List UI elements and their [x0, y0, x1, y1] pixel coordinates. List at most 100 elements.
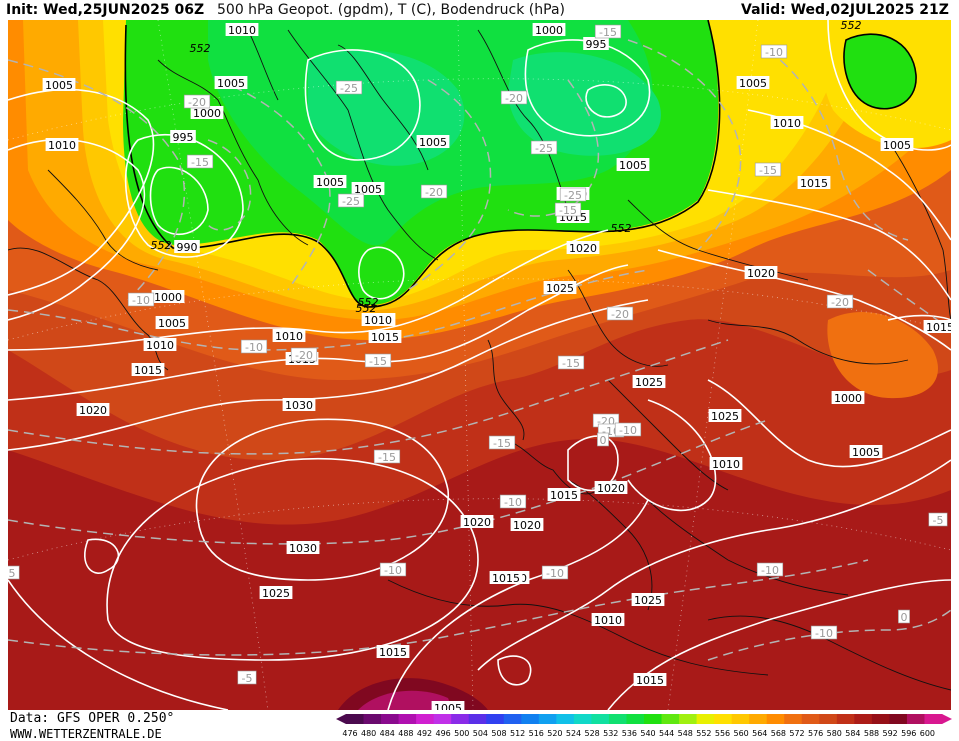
isobar-label: 1005 [736, 76, 770, 90]
isotherm-label: -10 [614, 422, 642, 437]
isotherm [707, 609, 951, 661]
isobar [358, 246, 405, 300]
isobars [8, 20, 951, 710]
isobar-label: 1005 [155, 316, 189, 330]
svg-text:-20: -20 [295, 349, 313, 362]
isobar [304, 49, 421, 161]
isobar-label: 1010 [225, 23, 259, 37]
isobar-label: 1025 [259, 586, 293, 600]
coastline [567, 479, 653, 611]
svg-text:1000: 1000 [834, 392, 862, 405]
isobar-label: 1015 [547, 488, 581, 502]
isobar-label: 1020 [510, 518, 544, 532]
legend-tick-label: 600 [920, 729, 935, 738]
svg-text:1000: 1000 [193, 107, 221, 120]
svg-text:1005: 1005 [883, 139, 911, 152]
legend-tick-label: 560 [733, 729, 748, 738]
contour-552-east [843, 33, 917, 110]
website-url[interactable]: WWW.WETTERZENTRALE.DE [10, 727, 162, 741]
isobar-label: 1020 [76, 403, 110, 417]
isotherm-label: -10 [760, 44, 788, 59]
svg-text:-25: -25 [535, 142, 553, 155]
isotherm-label: -15 [186, 154, 214, 169]
isobar-label: 1005 [880, 138, 914, 152]
svg-text:-20: -20 [425, 186, 443, 199]
isobar-label: 1010 [709, 457, 743, 471]
coastline [507, 439, 599, 495]
legend-swatch [784, 714, 803, 724]
valid-time: Valid: Wed,02JUL2025 21Z [741, 2, 949, 18]
isotherm-label: -25 [335, 80, 363, 95]
svg-text:1030: 1030 [289, 542, 317, 555]
legend-tick-label: 564 [752, 729, 767, 738]
isobar [827, 20, 951, 151]
legend-tick-label: 508 [491, 729, 506, 738]
isotherm [767, 49, 909, 241]
svg-text:1015: 1015 [550, 489, 578, 502]
coastline [707, 615, 951, 691]
svg-text:1020: 1020 [463, 516, 491, 529]
isobar [887, 314, 951, 321]
svg-text:1020: 1020 [513, 519, 541, 532]
graticule [8, 20, 951, 710]
legend-swatch [451, 714, 470, 724]
legend-swatch [661, 714, 680, 724]
isobar-label: 1005 [431, 701, 465, 710]
isobar-label: 990 [174, 240, 200, 254]
coastline [157, 59, 309, 246]
isotherm-label: -15 [364, 353, 392, 368]
svg-text:1000: 1000 [535, 24, 563, 37]
legend-swatch [538, 714, 557, 724]
isobar-label: 1000 [831, 391, 865, 405]
legend-tick-label: 540 [640, 729, 655, 738]
isobar-label: 1025 [632, 375, 666, 389]
isotherm-label: -25 [530, 140, 558, 155]
weather-map[interactable]: 1010 1005 1010 1005 1000 995 990 1000 1005 1010 10… [8, 20, 951, 710]
coastline [477, 29, 569, 211]
legend-swatch [416, 714, 435, 724]
height-shading [8, 20, 951, 710]
isobar [8, 88, 155, 296]
isotherm-label: -25 [559, 187, 587, 202]
isotherm-label: -20 [606, 306, 634, 321]
shade-band [358, 690, 453, 710]
isobar [149, 166, 209, 236]
svg-text:0: 0 [901, 611, 908, 624]
legend-swatch [608, 714, 627, 724]
legend-tick-label: 568 [771, 729, 786, 738]
coastline [487, 339, 525, 441]
legend-swatch [871, 714, 890, 724]
svg-text:-20: -20 [188, 96, 206, 109]
isobar [627, 399, 717, 512]
svg-text:-15: -15 [369, 355, 387, 368]
legend-tick-label: 488 [398, 729, 413, 738]
svg-text:1015: 1015 [636, 674, 664, 687]
legend-swatch [433, 714, 452, 724]
legend-tick-label: 484 [380, 729, 395, 738]
svg-text:1020: 1020 [79, 404, 107, 417]
isobar [567, 435, 619, 492]
isobar [585, 84, 627, 118]
height-contour-label: 552 [841, 20, 862, 32]
isobar [124, 134, 244, 258]
coastline [707, 319, 909, 365]
legend-tick-label: 516 [529, 729, 544, 738]
isobar [195, 418, 449, 581]
svg-text:1015: 1015 [492, 572, 520, 585]
isobar-label: 1005 [351, 182, 385, 196]
svg-text:1005: 1005 [158, 317, 186, 330]
legend-swatch [714, 714, 733, 724]
legend-swatch [398, 714, 417, 724]
isobar-label: 1020 [744, 266, 778, 280]
isobar-label: 1030 [282, 398, 316, 412]
isotherm-label: -15 [488, 435, 516, 450]
isobar [477, 459, 951, 671]
svg-text:-10: -10 [619, 424, 637, 437]
legend-swatch [836, 714, 855, 724]
isotherm-label: -10 [756, 562, 784, 577]
isotherm-label: -5 [928, 512, 948, 527]
svg-text:-10: -10 [504, 496, 522, 509]
isobar-label: 1020 [460, 515, 494, 529]
isotherm-label: -10 [379, 562, 407, 577]
isobar-label: 1015 [489, 571, 523, 585]
